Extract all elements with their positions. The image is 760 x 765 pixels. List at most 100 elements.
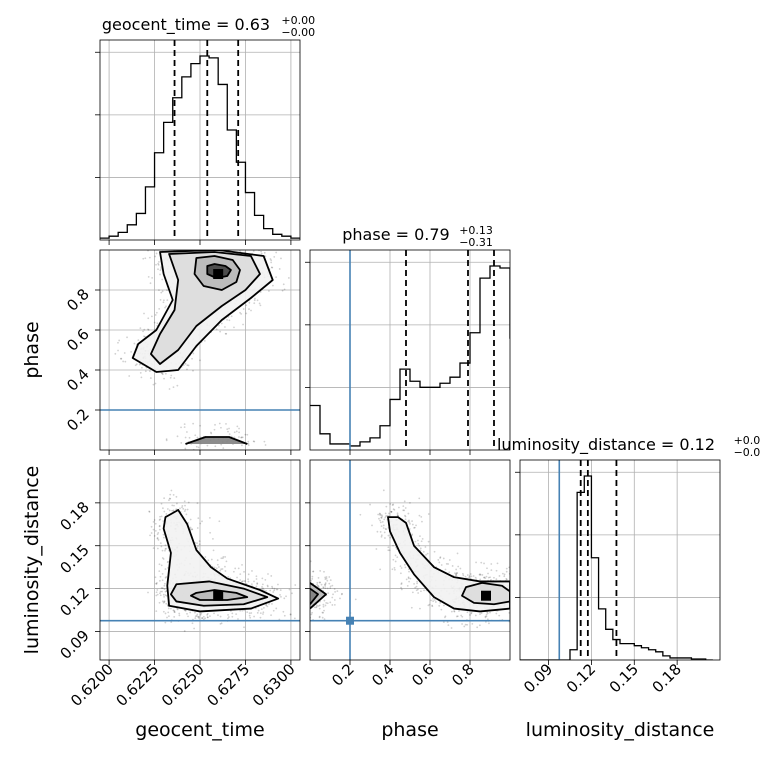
sample-point [166, 616, 168, 619]
sample-point [241, 580, 243, 583]
sample-point [517, 592, 519, 594]
sample-point [280, 595, 282, 598]
sample-point [228, 427, 230, 430]
sample-point [331, 596, 334, 599]
sample-point [297, 572, 299, 574]
sample-point [194, 248, 196, 250]
sample-point [213, 428, 216, 431]
sample-point [194, 451, 196, 453]
sample-point [407, 577, 410, 580]
sample-point [199, 522, 202, 525]
sample-point [294, 595, 296, 597]
contour-line-0 [190, 589, 249, 601]
sample-point [161, 572, 164, 575]
sample-point [514, 577, 516, 579]
sample-point [432, 600, 435, 602]
sample-point [317, 586, 320, 588]
sample-point [184, 508, 187, 511]
sample-point [470, 612, 473, 615]
sample-point [156, 537, 159, 540]
sample-point [191, 357, 193, 360]
sample-point [421, 520, 423, 523]
sample-point [306, 581, 308, 583]
sample-point [466, 623, 469, 626]
sample-point [258, 302, 261, 305]
sample-point [385, 528, 388, 531]
sample-point [461, 623, 463, 625]
sample-point [479, 578, 482, 581]
sample-point [518, 610, 520, 612]
sample-point [164, 594, 167, 597]
title-plus-geocent_time: +0.00 [281, 14, 315, 27]
sample-point [170, 489, 173, 492]
sample-point [322, 586, 325, 589]
sample-point [186, 364, 189, 367]
sample-point [484, 577, 487, 580]
sample-point [163, 584, 166, 587]
sample-point [139, 327, 142, 330]
sample-point [307, 598, 309, 600]
sample-point [178, 612, 181, 615]
xtick-label-luminosity_distance-1: 0.12 [563, 660, 599, 696]
sample-point [475, 561, 477, 564]
sample-point [268, 290, 270, 292]
sample-point [176, 435, 179, 438]
sample-point [403, 500, 406, 503]
sample-point [199, 424, 202, 427]
sample-point [411, 520, 413, 522]
sample-point [163, 588, 166, 591]
sample-point [199, 359, 201, 362]
sample-point [380, 525, 383, 528]
contour-line-0 [461, 581, 510, 606]
sample-point [311, 611, 313, 614]
sample-point [287, 601, 289, 603]
sample-point [451, 565, 454, 567]
sample-point [486, 611, 489, 614]
sample-point [204, 617, 207, 620]
sample-point [516, 600, 518, 602]
sample-point [270, 259, 273, 262]
sample-point [388, 512, 390, 515]
sample-point [521, 614, 523, 616]
sample-point [173, 377, 176, 380]
sample-point [239, 311, 241, 314]
sample-point [442, 557, 445, 560]
sample-point [227, 242, 229, 244]
sample-point [154, 576, 157, 579]
sample-point [162, 299, 165, 302]
sample-point [512, 593, 514, 595]
sample-point [240, 436, 243, 439]
sample-point [166, 289, 168, 292]
sample-point [474, 614, 477, 617]
sample-point [403, 563, 406, 566]
sample-point [157, 539, 160, 541]
sample-point [400, 583, 403, 585]
sample-point [306, 610, 308, 612]
sample-point [415, 585, 418, 588]
sample-point [171, 509, 174, 512]
sample-point [156, 547, 159, 550]
sample-point [255, 575, 258, 578]
sample-point [516, 556, 518, 558]
sample-point [382, 524, 385, 527]
sample-point [255, 578, 258, 580]
sample-point [518, 614, 520, 616]
sample-point [319, 581, 322, 584]
sample-point [163, 510, 166, 513]
sample-point [159, 590, 162, 593]
sample-point [161, 290, 164, 293]
sample-point [442, 604, 445, 607]
sample-point [241, 444, 243, 447]
sample-point [437, 559, 440, 561]
sample-point [159, 248, 161, 250]
sample-point [455, 574, 458, 577]
sample-point [322, 605, 325, 608]
sample-point [243, 570, 245, 573]
sample-point [501, 572, 504, 575]
sample-point [159, 515, 161, 518]
sample-point [200, 248, 202, 250]
sample-point [246, 458, 248, 460]
sample-point [173, 616, 176, 618]
sample-point [184, 362, 187, 365]
